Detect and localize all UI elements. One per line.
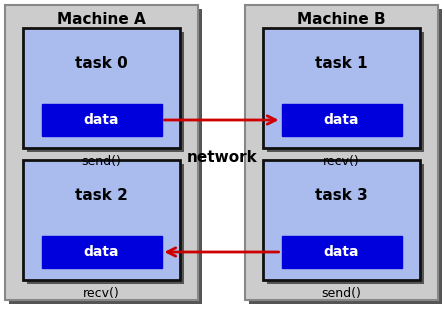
Text: data: data <box>84 245 119 259</box>
Text: task 3: task 3 <box>315 188 368 202</box>
Text: data: data <box>324 113 359 127</box>
Text: recv(): recv() <box>323 156 360 169</box>
Bar <box>27 164 184 284</box>
Bar <box>249 9 442 304</box>
Bar <box>23 160 180 280</box>
Text: Machine B: Machine B <box>297 11 386 26</box>
Text: task 1: task 1 <box>315 55 368 70</box>
Text: Machine A: Machine A <box>57 11 146 26</box>
Bar <box>267 32 424 152</box>
Bar <box>245 5 438 300</box>
Text: task 0: task 0 <box>75 55 128 70</box>
Bar <box>27 32 184 152</box>
Bar <box>282 236 401 268</box>
Text: send(): send() <box>81 156 121 169</box>
Bar <box>23 28 180 148</box>
Text: data: data <box>324 245 359 259</box>
Text: network: network <box>186 150 257 166</box>
Bar <box>282 104 401 136</box>
Bar <box>263 160 420 280</box>
Bar <box>41 236 162 268</box>
Bar <box>41 104 162 136</box>
Text: data: data <box>84 113 119 127</box>
Text: task 2: task 2 <box>75 188 128 202</box>
Text: send(): send() <box>322 287 361 300</box>
Bar <box>267 164 424 284</box>
Bar <box>263 28 420 148</box>
Text: recv(): recv() <box>83 287 120 300</box>
Bar <box>9 9 202 304</box>
Bar <box>5 5 198 300</box>
